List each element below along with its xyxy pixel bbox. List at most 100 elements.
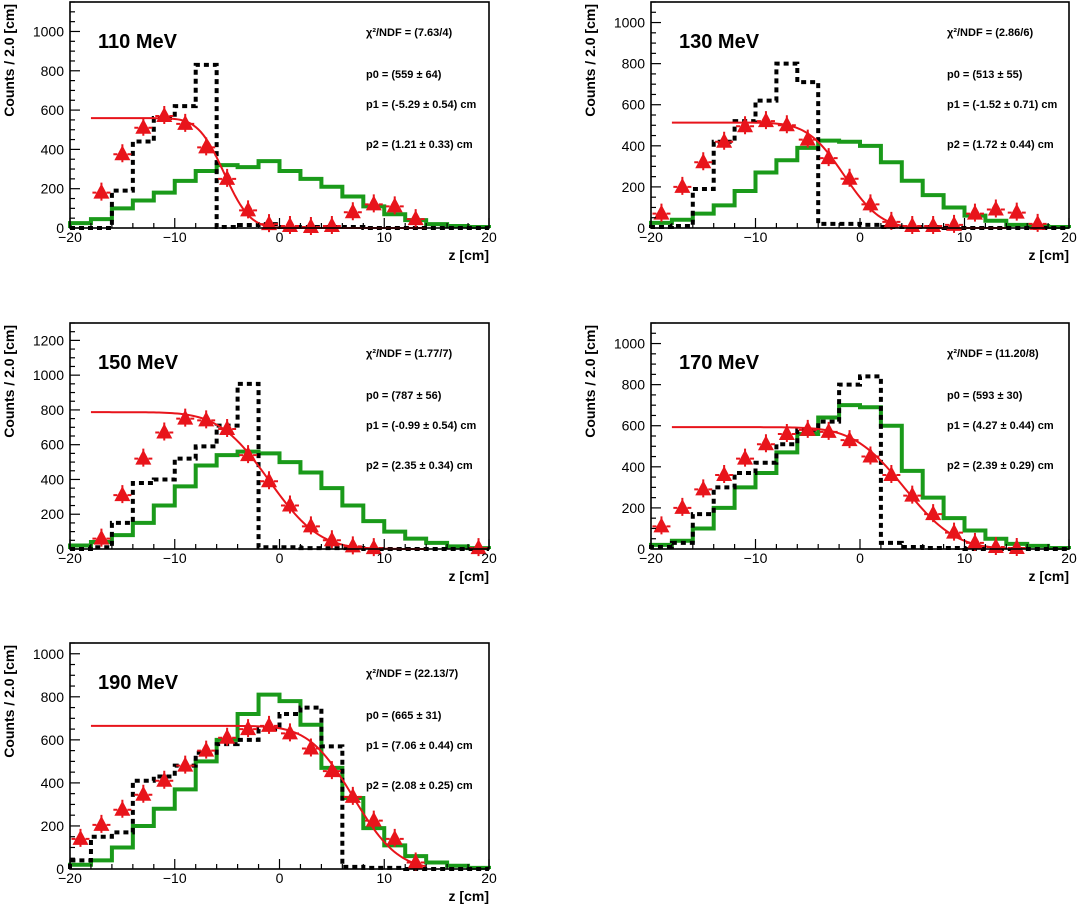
x-tick-label: 0: [276, 229, 284, 245]
fit-point-marker: [904, 486, 921, 502]
fit-point-marker: [799, 420, 816, 436]
fit-point-marker: [261, 215, 278, 231]
fit-point-marker: [261, 472, 278, 488]
fit-point-marker: [93, 183, 110, 199]
fit-point-marker: [862, 195, 879, 211]
x-axis-label: z [cm]: [449, 888, 489, 904]
fit-point-marker: [778, 116, 795, 132]
simulation-histogram: [68, 159, 491, 230]
x-tick-label: −10: [163, 870, 187, 886]
y-tick-label: 1000: [33, 23, 64, 39]
fit-point-marker: [219, 420, 236, 436]
fit-point-marker: [198, 411, 215, 427]
fit-point-marker: [219, 728, 236, 744]
fit-point-marker: [344, 203, 361, 219]
fit-curve: [90, 117, 427, 229]
fit-point-marker: [407, 853, 424, 869]
fit-point-marker: [841, 169, 858, 185]
x-tick-label: 20: [481, 870, 497, 886]
y-tick-label: 600: [41, 437, 65, 453]
fit-param-label-p2: p2 = (2.08 ± 0.25) cm: [366, 780, 473, 792]
chi2-ndf-label: χ²/NDF = (22.13/7): [366, 668, 459, 680]
fit-point-marker: [323, 762, 340, 778]
fit-point-marker: [156, 771, 173, 787]
fit-point-marker: [695, 153, 712, 169]
x-tick-label: −20: [58, 870, 82, 886]
fit-point-marker: [862, 447, 879, 463]
y-tick-label: 0: [637, 541, 645, 557]
fit-point-marker: [240, 720, 257, 736]
fit-point-marker: [114, 486, 131, 502]
x-tick-label: 10: [376, 870, 392, 886]
fit-point-marker: [1008, 538, 1025, 554]
fit-point-marker: [198, 138, 215, 154]
fit-param-label-p0: p0 = (513 ± 55): [947, 69, 1023, 81]
fit-point-marker: [240, 201, 257, 217]
fit-point-marker: [365, 195, 382, 211]
x-tick-label: −10: [163, 229, 187, 245]
fit-point-marker: [883, 212, 900, 228]
fit-param-label-p1: p1 = (-5.29 ± 0.54) cm: [366, 99, 477, 111]
x-tick-label: 10: [957, 229, 973, 245]
y-axis-label: Counts / 2.0 [cm]: [1, 4, 17, 117]
x-tick-label: 20: [481, 550, 497, 566]
fit-param-label-p2: p2 = (1.21 ± 0.33) cm: [366, 139, 473, 151]
x-tick-label: 0: [276, 870, 284, 886]
fit-point-marker: [386, 829, 403, 845]
fit-point-marker: [674, 177, 691, 193]
fit-point-marker: [72, 829, 89, 845]
y-tick-label: 0: [56, 861, 64, 877]
fit-param-label-p2: p2 = (2.39 ± 0.29) cm: [947, 460, 1054, 472]
fit-point-marker: [323, 531, 340, 547]
fit-param-label-p1: p1 = (4.27 ± 0.44) cm: [947, 420, 1054, 432]
energy-label: 130 MeV: [679, 31, 760, 53]
fit-point-marker: [757, 112, 774, 128]
fit-point-marker: [716, 132, 733, 148]
fit-param-label-p2: p2 = (1.72 ± 0.44) cm: [947, 139, 1054, 151]
energy-label: 110 MeV: [98, 31, 178, 53]
fit-param-label-p0: p0 = (665 ± 31): [366, 710, 442, 722]
fit-point-marker: [240, 446, 257, 462]
fit-point-marker: [281, 496, 298, 512]
y-axis-label: Counts / 2.0 [cm]: [582, 325, 598, 438]
x-tick-label: 0: [856, 229, 864, 245]
x-tick-label: −10: [744, 229, 768, 245]
y-tick-label: 600: [41, 732, 65, 748]
fit-point-marker: [177, 114, 194, 130]
fit-point-marker: [93, 529, 110, 545]
y-tick-label: 200: [41, 181, 65, 197]
fit-point-marker: [281, 217, 298, 233]
data-dashed-histogram: [68, 705, 489, 871]
y-tick-label: 1000: [614, 15, 645, 31]
fit-point-marker: [987, 200, 1004, 216]
chi2-ndf-label: χ²/NDF = (1.77/7): [366, 348, 452, 360]
fit-point-marker: [135, 449, 152, 465]
fit-point-marker: [135, 118, 152, 134]
x-tick-label: 10: [376, 229, 392, 245]
fit-point-marker: [365, 811, 382, 827]
fit-point-marker: [757, 435, 774, 451]
fit-point-marker: [737, 449, 754, 465]
fit-point-marker: [653, 204, 670, 220]
x-axis-label: z [cm]: [1029, 247, 1069, 263]
y-tick-label: 400: [41, 141, 65, 157]
fit-point-marker: [156, 423, 173, 439]
fit-param-label-p0: p0 = (593 ± 30): [947, 390, 1023, 402]
y-tick-label: 800: [622, 377, 646, 393]
fit-point-marker: [219, 169, 236, 185]
fit-point-marker: [323, 217, 340, 233]
fit-point-marker: [156, 106, 173, 122]
fit-param-label-p0: p0 = (559 ± 64): [366, 69, 442, 81]
fit-point-marker: [799, 130, 816, 146]
y-tick-label: 1000: [33, 646, 64, 662]
x-tick-label: 10: [957, 550, 973, 566]
y-tick-label: 200: [622, 500, 646, 516]
x-tick-label: 10: [376, 550, 392, 566]
fit-point-marker: [470, 539, 487, 555]
x-axis-label: z [cm]: [449, 247, 489, 263]
y-tick-label: 200: [41, 818, 65, 834]
x-tick-label: 20: [1061, 229, 1077, 245]
